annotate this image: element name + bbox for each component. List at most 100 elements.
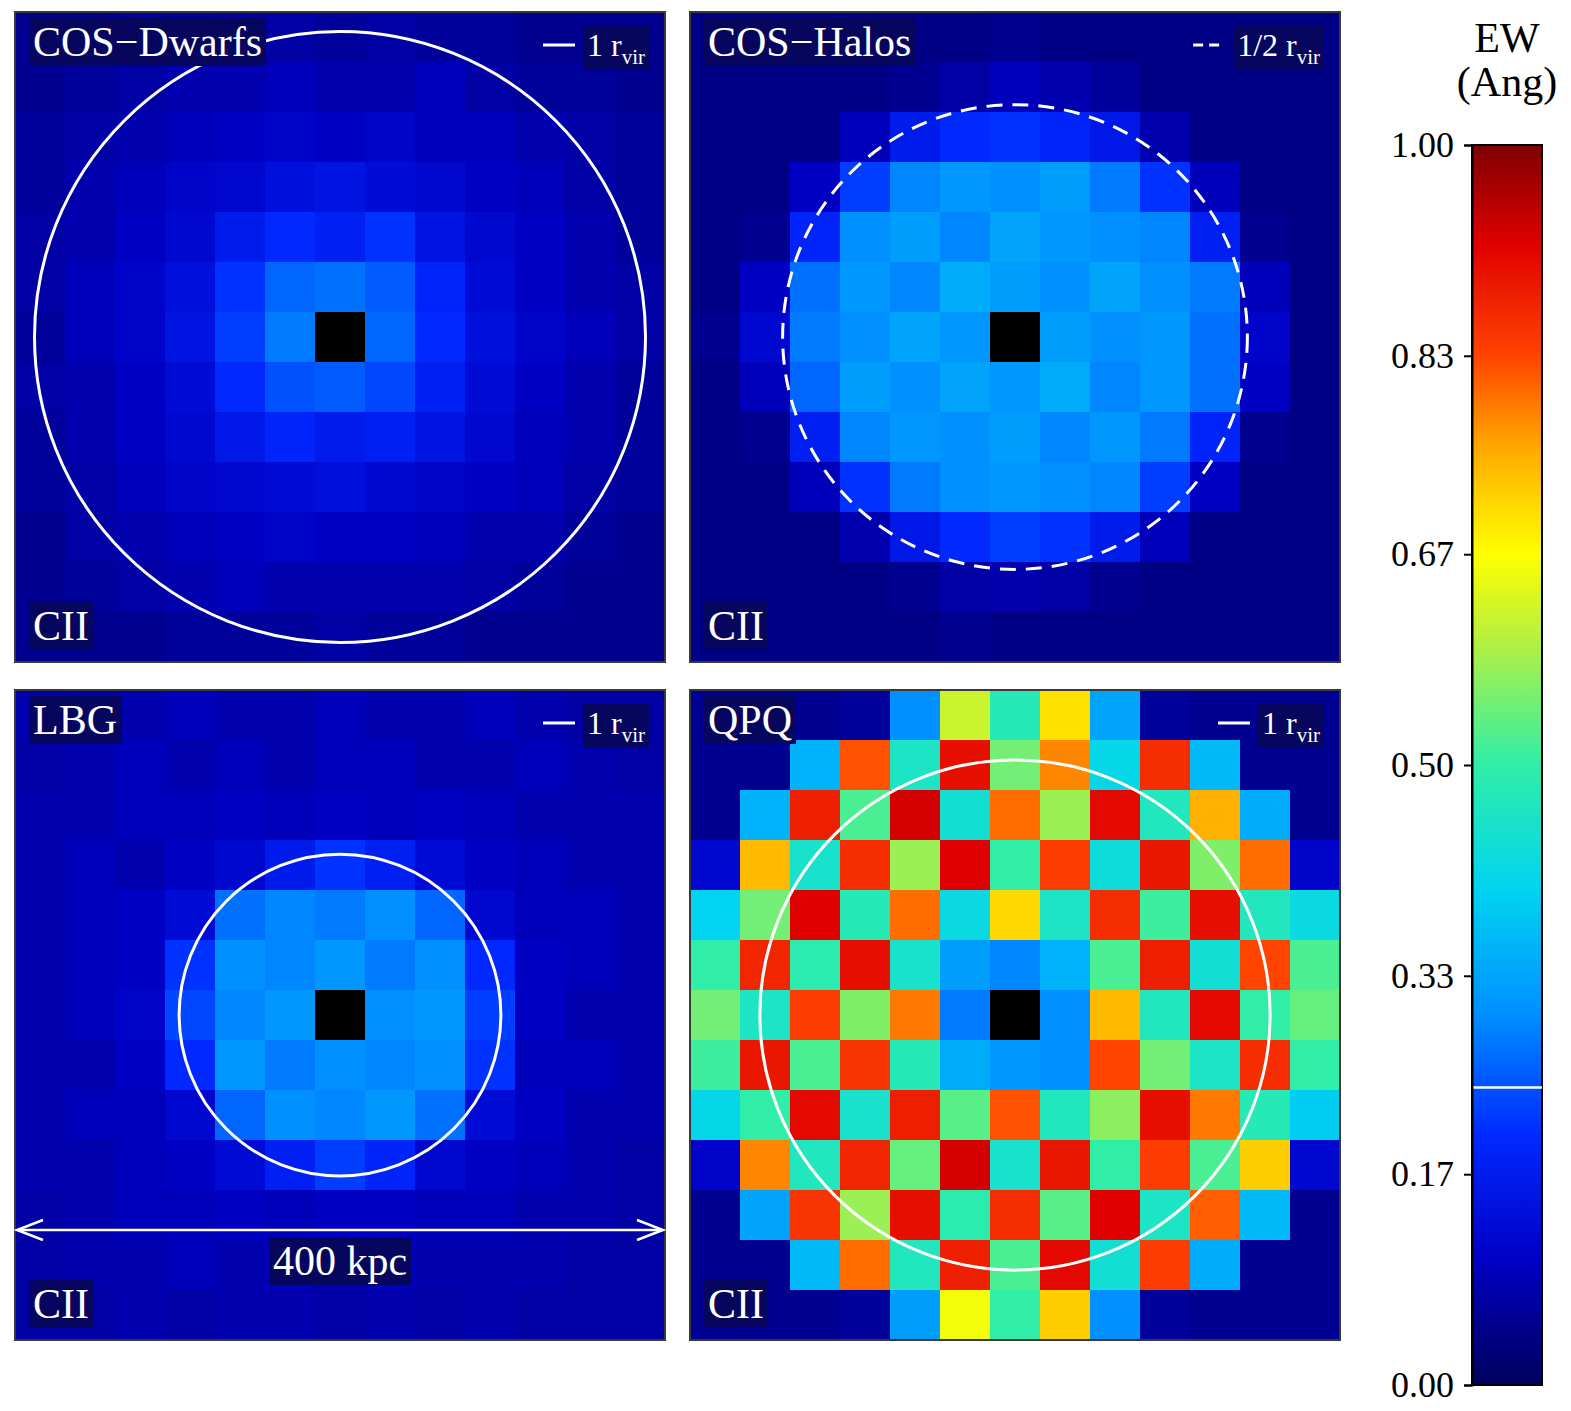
heat-cell: [1190, 612, 1241, 662]
colorbar-tick: 1.00: [1391, 125, 1472, 165]
heat-cell: [1240, 162, 1291, 213]
heat-cell: [215, 562, 266, 613]
heat-cell: [790, 740, 841, 791]
heat-cell: [740, 840, 791, 891]
heat-cell: [690, 462, 741, 513]
heat-cell: [165, 1290, 216, 1340]
heat-cell: [1140, 112, 1191, 163]
heat-cell: [690, 1040, 741, 1091]
heat-cell: [1040, 890, 1091, 941]
heat-cell: [1140, 890, 1191, 941]
heat-cell: [940, 1190, 991, 1241]
heat-cell: [890, 312, 941, 363]
heat-cell: [465, 12, 516, 63]
heat-cell: [165, 212, 216, 263]
heat-cell: [215, 1140, 266, 1191]
scale-bar-line: [17, 1229, 663, 1232]
heat-cell: [790, 562, 841, 613]
heat-cell: [690, 212, 741, 263]
heat-cell: [165, 612, 216, 662]
heat-cell: [1290, 1290, 1340, 1340]
heat-cell: [165, 990, 216, 1041]
heat-cell: [165, 890, 216, 941]
heat-cell: [465, 612, 516, 662]
heat-cell: [840, 990, 891, 1041]
heat-cell: [265, 312, 316, 363]
heat-cell: [790, 462, 841, 513]
heat-cell: [415, 562, 466, 613]
heat-cell: [1040, 1140, 1091, 1191]
heat-cell: [315, 412, 366, 463]
heat-cell: [1040, 1090, 1091, 1141]
heat-cell: [115, 740, 166, 791]
heat-cell: [215, 212, 266, 263]
heat-cell: [1290, 1190, 1340, 1241]
heat-cell: [1090, 312, 1141, 363]
heat-cell: [790, 690, 841, 741]
heat-cell: [15, 840, 66, 891]
heat-cell: [465, 1140, 516, 1191]
heat-cell: [115, 312, 166, 363]
heat-cell: [840, 262, 891, 313]
heat-cell: [265, 1090, 316, 1141]
heat-cell: [615, 1290, 665, 1340]
heat-cell: [1240, 1290, 1291, 1340]
heat-cell: [1040, 562, 1091, 613]
heat-cell: [565, 840, 616, 891]
heat-cell: [615, 612, 665, 662]
heat-cell: [265, 562, 316, 613]
heat-cell: [1190, 690, 1241, 741]
heat-cell: [1040, 1040, 1091, 1091]
heat-cell: [165, 840, 216, 891]
heat-cell: [990, 1090, 1041, 1141]
heat-cell: [790, 940, 841, 991]
heat-cell: [990, 462, 1041, 513]
heat-cell: [840, 512, 891, 563]
text-patch: [704, 1280, 768, 1328]
panel-frame: [690, 690, 1340, 1340]
circle-legend-label: 1 rvir: [587, 705, 645, 747]
heat-cell: [840, 1090, 891, 1141]
heat-cell: [740, 990, 791, 1041]
heat-cell: [115, 1290, 166, 1340]
heat-cell: [790, 62, 841, 113]
heat-cell: [940, 990, 991, 1041]
heat-cell: [1090, 412, 1141, 463]
heat-cell: [1240, 112, 1291, 163]
heat-cell: [565, 1240, 616, 1291]
heat-cell: [315, 1040, 366, 1091]
plot-area: [15, 12, 665, 662]
heat-cell: [415, 62, 466, 113]
colorbar-axis: 0.000.170.330.500.670.831.00: [1391, 125, 1473, 1405]
colorbar-tick: 0.83: [1391, 336, 1472, 376]
heat-cell: [65, 740, 116, 791]
virial-circle: [760, 760, 1270, 1270]
heat-cell: [1040, 262, 1091, 313]
heat-cell: [115, 512, 166, 563]
heat-cell: [690, 790, 741, 841]
heat-cell: [15, 1140, 66, 1191]
heat-cell: [1140, 740, 1191, 791]
heat-cell: [690, 1190, 741, 1241]
heat-cell: [515, 790, 566, 841]
heat-cell: [215, 112, 266, 163]
heat-cell: [365, 740, 416, 791]
heat-cell: [1290, 262, 1340, 313]
heat-cell: [315, 62, 366, 113]
heat-cell: [1190, 312, 1241, 363]
heat-cell: [515, 940, 566, 991]
heat-cell: [65, 1090, 116, 1141]
heat-cell: [840, 412, 891, 463]
heat-cell: [565, 412, 616, 463]
panel-ground: [690, 12, 1340, 662]
text-patch: [269, 1237, 411, 1285]
heat-cell: [315, 462, 366, 513]
heat-cell: [315, 512, 366, 563]
heat-cell: [515, 690, 566, 741]
heat-cell: [890, 740, 941, 791]
heat-cell: [515, 990, 566, 1041]
heat-cell: [565, 1190, 616, 1241]
heat-cell: [840, 740, 891, 791]
heat-cell: [690, 312, 741, 363]
heat-cell: [790, 1040, 841, 1091]
